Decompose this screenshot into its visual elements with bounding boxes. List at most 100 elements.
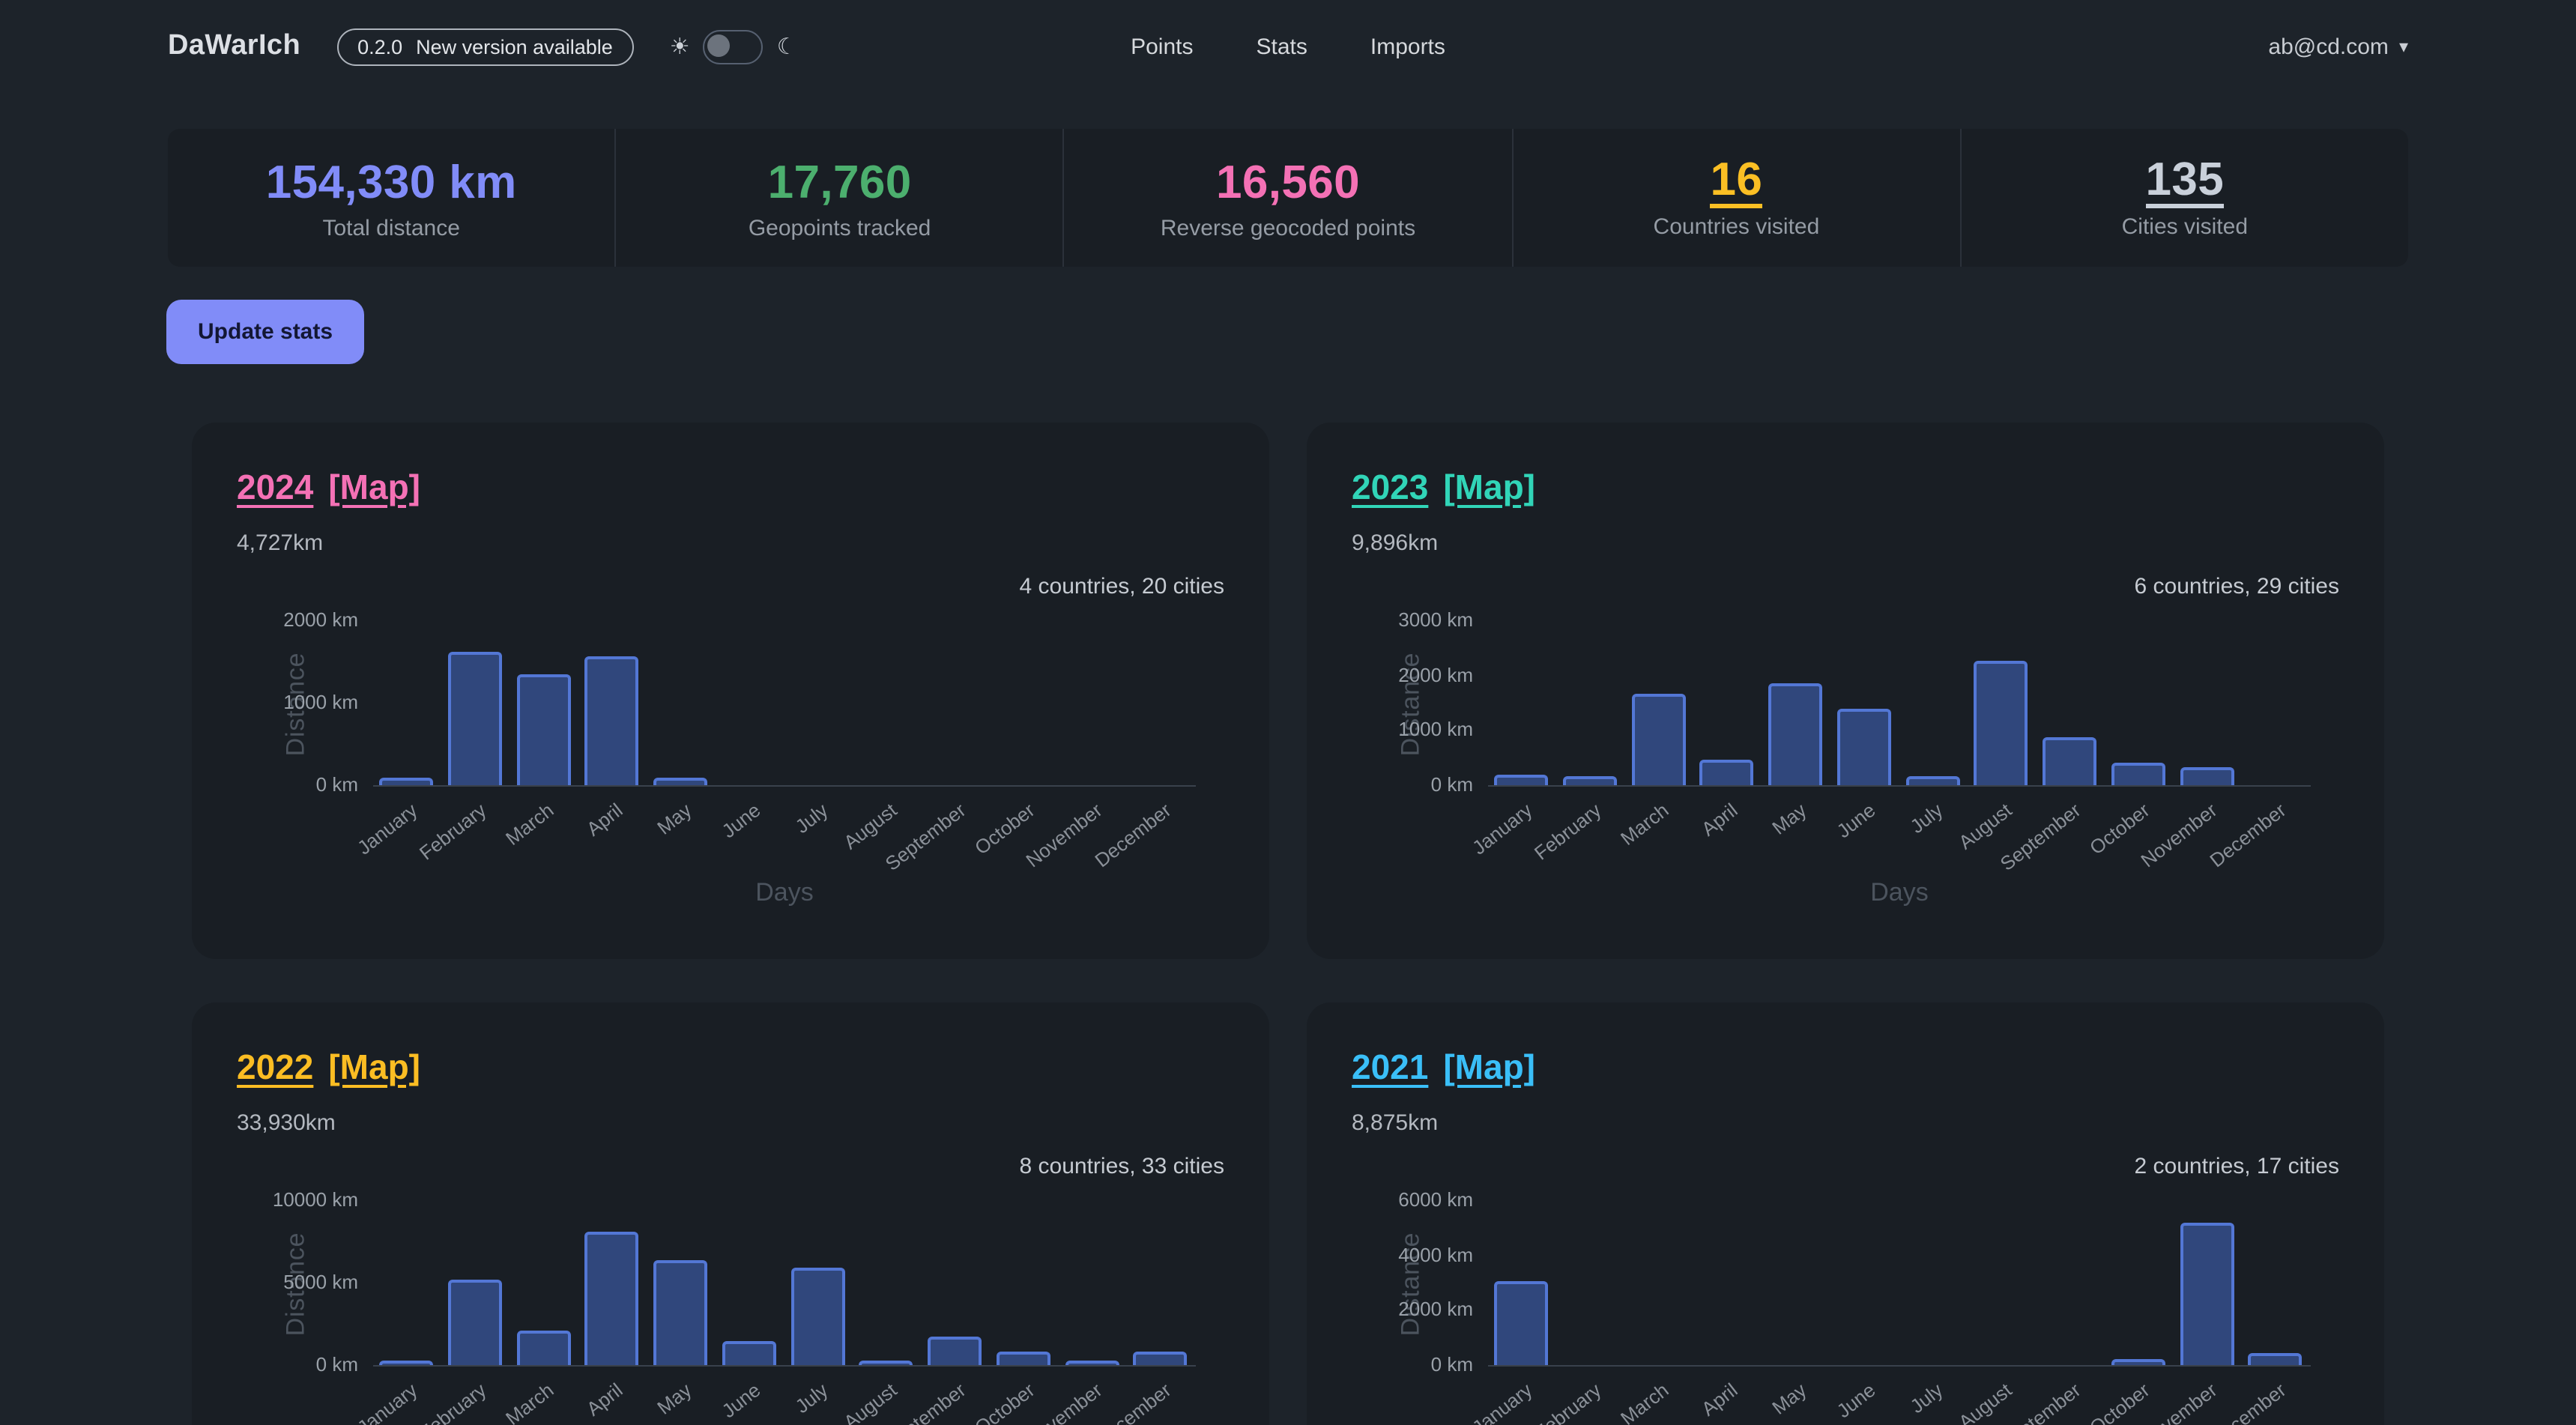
chart-slot-October <box>2105 622 2174 785</box>
chart-slot-March <box>510 1202 579 1365</box>
update-stats-button[interactable]: Update stats <box>166 300 365 364</box>
x-tick-label-January: January <box>1467 1379 1537 1425</box>
x-tick-label-March: March <box>501 799 559 850</box>
chart-slot-September <box>2037 622 2105 785</box>
year-link-2024[interactable]: 2024 <box>237 468 314 506</box>
x-tick-label-November: November <box>1022 1379 1107 1425</box>
y-tick-label: 0 km <box>315 1353 358 1376</box>
x-tick-label-August: August <box>1954 1379 2016 1425</box>
stats-bar: 154,330 km Total distance 17,760 Geopoints … <box>168 129 2408 267</box>
map-link-2021[interactable]: [Map] <box>1443 1047 1535 1086</box>
year-total-distance: 8,875km <box>1352 1110 1439 1136</box>
toggle-knob <box>707 34 731 56</box>
x-tick-label-October: October <box>2084 1379 2153 1425</box>
stat-label-3: Reverse geocoded points <box>1160 215 1416 240</box>
year-link-2022[interactable]: 2022 <box>237 1047 314 1086</box>
nav-stats[interactable]: Stats <box>1256 34 1307 59</box>
chart-slot-March <box>1625 1202 1694 1365</box>
x-tick-label-May: May <box>1768 1379 1811 1419</box>
bar-October <box>2111 763 2165 785</box>
stat-value-5[interactable]: 135 <box>2145 154 2225 209</box>
chart-slot-August <box>853 622 922 785</box>
chart-slot-April <box>579 622 648 785</box>
x-tick-label-August: August <box>1954 799 2016 854</box>
bar-May <box>653 1260 707 1365</box>
map-link-2022[interactable]: [Map] <box>328 1047 420 1086</box>
nav-points[interactable]: Points <box>1131 34 1194 59</box>
bar-October <box>2111 1359 2165 1365</box>
chart-slot-January <box>1488 622 1557 785</box>
year-total-distance: 4,727km <box>237 530 324 556</box>
chart-slot-November <box>1059 1202 1128 1365</box>
chart-slot-June <box>716 1202 785 1365</box>
distance-chart-2022: Distance 0 km 5000 km 10000 km January Februa… <box>273 1188 1196 1425</box>
nav-imports[interactable]: Imports <box>1370 34 1445 59</box>
user-menu[interactable]: ab@cd.com <box>2268 34 2389 59</box>
theme-toggle[interactable] <box>703 29 764 64</box>
y-tick-label: 6000 km <box>1398 1188 1473 1211</box>
x-tick-label-August: August <box>839 1379 901 1425</box>
theme-switcher: ☀ ☾ <box>670 29 797 64</box>
x-tick-label-April: April <box>1697 799 1742 841</box>
map-link-2024[interactable]: [Map] <box>328 468 420 506</box>
x-tick-label-May: May <box>653 799 696 839</box>
year-countries-cities: 2 countries, 17 cities <box>2134 1154 2340 1179</box>
app-logo[interactable]: DaWarIch <box>168 30 301 61</box>
stat-label-2: Geopoints tracked <box>748 215 931 240</box>
y-tick-label: 10000 km <box>272 1188 358 1211</box>
chart-slot-October <box>991 622 1059 785</box>
bar-April <box>584 1232 639 1365</box>
chart-slot-December <box>2243 1202 2312 1365</box>
year-card-header: 2023 [Map] <box>1352 468 2339 508</box>
x-tick-label-December: December <box>1090 799 1176 872</box>
x-tick-label-February: February <box>414 799 490 865</box>
x-tick-label-May: May <box>1768 799 1811 839</box>
x-tick-label-September: September <box>880 1379 970 1425</box>
bar-April <box>584 656 639 785</box>
chart-slot-February <box>1557 622 1626 785</box>
stat-cell-1: 154,330 km Total distance <box>168 129 617 267</box>
stat-label-5: Cities visited <box>2121 214 2249 240</box>
x-tick-label-July: July <box>791 799 833 838</box>
chart-slot-May <box>1762 622 1831 785</box>
chart-slot-February <box>442 1202 511 1365</box>
x-tick-label-December: December <box>2205 799 2291 872</box>
bar-March <box>1631 694 1685 785</box>
chart-slot-August <box>853 1202 922 1365</box>
y-tick-label: 1000 km <box>283 691 358 713</box>
chart-slot-February <box>442 622 511 785</box>
x-tick-label-July: July <box>1906 799 1948 838</box>
version-badge[interactable]: 0.2.0 New version available <box>336 28 634 65</box>
stat-value-2: 17,760 <box>767 155 912 208</box>
chart-plot-area: Distance 0 km 2000 km 4000 km 6000 km January… <box>1396 1188 2312 1425</box>
x-tick-label-April: April <box>1697 1379 1742 1421</box>
x-tick-label-August: August <box>839 799 901 854</box>
distance-chart-2024: Distance 0 km 1000 km 2000 km January Februar… <box>281 608 1196 907</box>
chart-slot-September <box>922 1202 991 1365</box>
x-tick-label-April: April <box>582 1379 627 1421</box>
year-link-2023[interactable]: 2023 <box>1352 468 1429 506</box>
year-link-2021[interactable]: 2021 <box>1352 1047 1429 1086</box>
year-card-2023: 2023 [Map] 9,896km 6 countries, 29 cities Di… <box>1307 423 2384 959</box>
chart-slot-May <box>647 1202 716 1365</box>
bar-August <box>1974 661 2028 785</box>
main-nav: Points Stats Imports <box>1131 34 1445 59</box>
map-link-2023[interactable]: [Map] <box>1443 468 1535 506</box>
y-tick-label: 3000 km <box>1398 608 1473 631</box>
x-tick-label-October: October <box>970 1379 1038 1425</box>
chart-slot-September <box>922 622 991 785</box>
chart-slot-December <box>2243 622 2312 785</box>
year-countries-cities: 8 countries, 33 cities <box>1019 1154 1225 1179</box>
chart-slot-June <box>1831 622 1900 785</box>
x-tick-label-July: July <box>1906 1379 1948 1418</box>
stat-value-4[interactable]: 16 <box>1710 154 1763 209</box>
chart-slot-September <box>2037 1202 2105 1365</box>
chart-slot-May <box>1762 1202 1831 1365</box>
bar-January <box>1494 1281 1548 1365</box>
x-tick-label-December: December <box>1090 1379 1176 1425</box>
stat-value-1: 154,330 km <box>265 155 517 208</box>
new-version-text: New version available <box>416 35 613 58</box>
x-tick-label-April: April <box>582 799 627 841</box>
chart-slot-July <box>784 1202 853 1365</box>
bar-January <box>1494 775 1548 785</box>
